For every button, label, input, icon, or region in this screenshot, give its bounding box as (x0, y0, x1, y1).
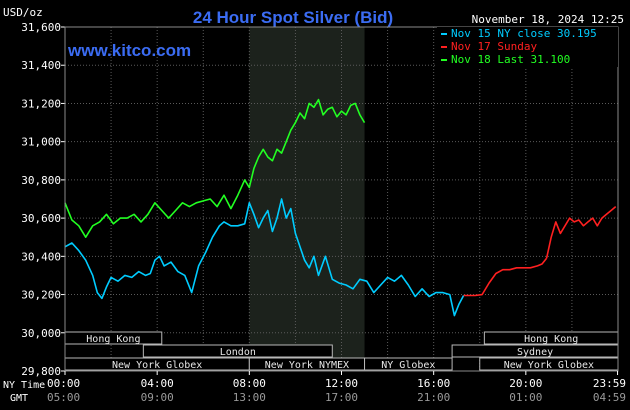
series-line-2 (64, 98, 366, 238)
session-label: New York Globex (504, 360, 594, 371)
session-label: New York Globex (112, 360, 202, 371)
x-tick-label-ny: 04:00 (141, 377, 174, 390)
series-line-0 (64, 198, 465, 317)
y-tick-label: 29,800 (21, 365, 61, 378)
x-tick-label-gmt: 05:00 (47, 391, 80, 404)
x-tick-label-gmt: 13:00 (233, 391, 266, 404)
x-tick-label-gmt: 17:00 (325, 391, 358, 404)
x-tick-label-gmt: 09:00 (141, 391, 174, 404)
y-tick-label: 31,200 (21, 97, 61, 110)
date-stamp: November 18, 2024 12:25 (472, 13, 624, 26)
y-tick-label: 30,600 (21, 212, 61, 225)
y-tick-label: 31,400 (21, 59, 61, 72)
legend-entry: Nov 18 Last 31.100 (451, 53, 570, 66)
session-label: NY Globex (381, 360, 435, 371)
nymex-hours-band (249, 27, 365, 371)
y-tick-label: 30,000 (21, 327, 61, 340)
x-tick-label-gmt: 04:59 (593, 391, 626, 404)
legend-background (437, 27, 618, 67)
series-line-3 (545, 205, 617, 259)
x-tick-label-ny: 16:00 (417, 377, 450, 390)
y-tick-label: 30,800 (21, 174, 61, 187)
y-tick-label: 31,000 (21, 136, 61, 149)
x-tick-label-gmt: 01:00 (509, 391, 542, 404)
y-axis-label: USD/oz (3, 6, 43, 19)
session-label: Hong Kong (524, 334, 578, 345)
gmt-label: GMT (10, 393, 28, 404)
y-tick-label: 30,200 (21, 289, 61, 302)
x-tick-label-ny: 08:00 (233, 377, 266, 390)
x-tick-label-ny: 20:00 (509, 377, 542, 390)
x-tick-label-ny: 23:59 (593, 377, 626, 390)
x-tick-label-ny: 00:00 (47, 377, 80, 390)
session-box (364, 357, 453, 371)
session-label: New York NYMEX (265, 360, 349, 371)
ny-time-label: NY Time (3, 380, 45, 391)
session-box (142, 344, 333, 358)
x-tick-label-gmt: 21:00 (417, 391, 450, 404)
session-label: Hong Kong (86, 334, 140, 345)
session-label: London (220, 347, 256, 358)
legend-entry: Nov 15 NY close 30.195 (451, 27, 597, 40)
y-tick-label: 30,400 (21, 250, 61, 263)
series-line-1 (463, 257, 548, 297)
legend-entry: Nov 17 Sunday (451, 40, 537, 53)
x-tick-label-ny: 12:00 (325, 377, 358, 390)
chart-title: 24 Hour Spot Silver (Bid) (193, 8, 393, 27)
session-label: Sydney (517, 347, 553, 358)
watermark: www.kitco.com (67, 41, 191, 60)
y-tick-label: 31,600 (21, 21, 61, 34)
